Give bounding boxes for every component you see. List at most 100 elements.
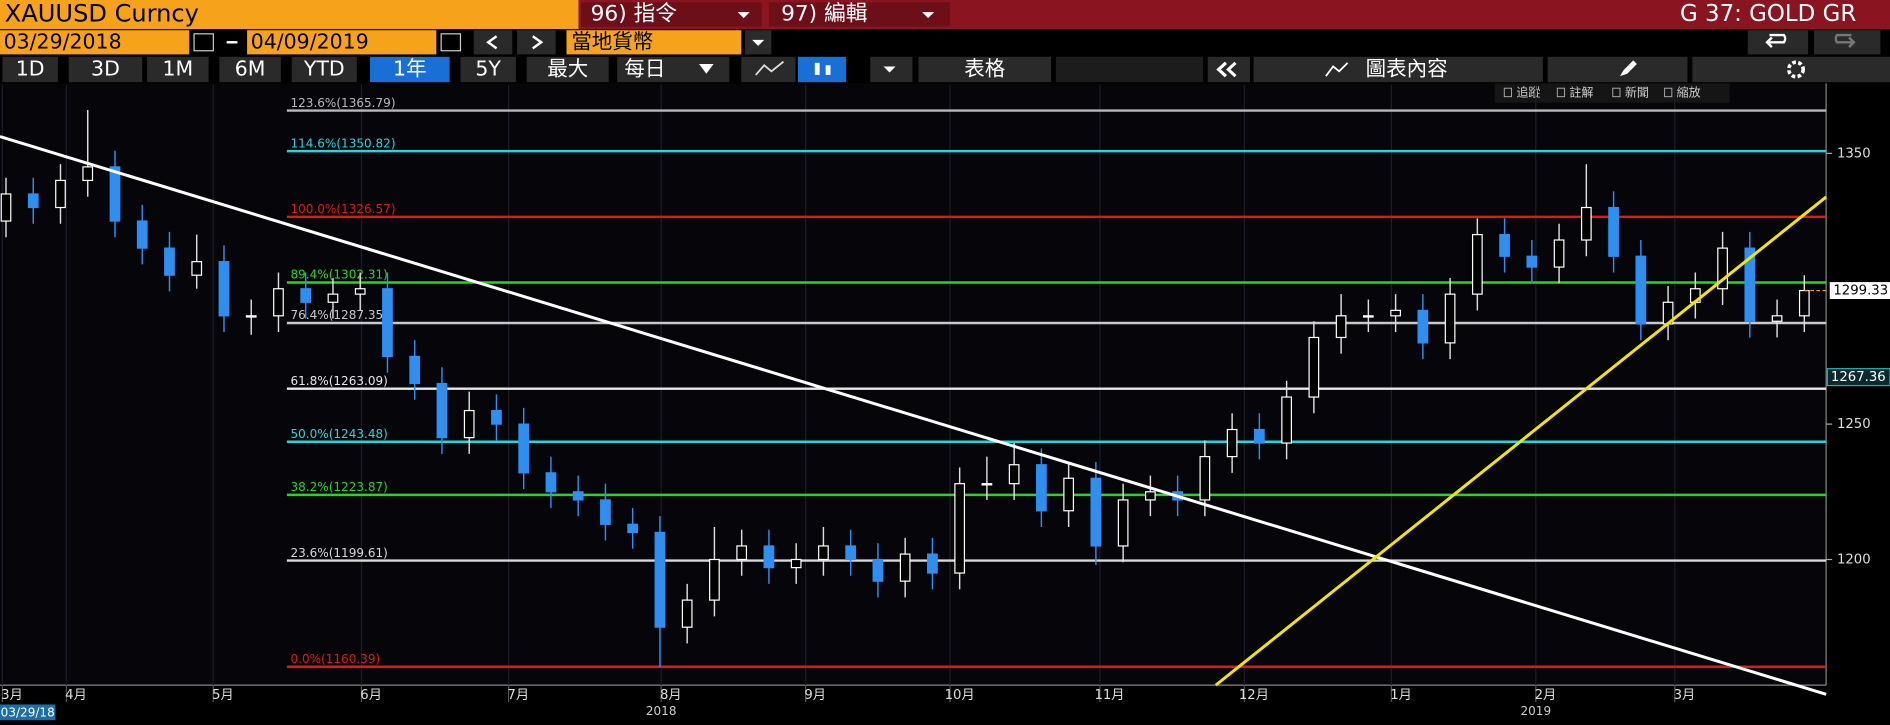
candle-body [736, 545, 748, 561]
tool-icon [1556, 87, 1566, 98]
candle-body [709, 558, 720, 601]
candle-body [1145, 491, 1156, 501]
candle-body [463, 409, 475, 439]
candle-body [382, 288, 393, 358]
collapse-icon [1216, 61, 1237, 78]
candle-body [1063, 477, 1075, 512]
candle-body [600, 499, 611, 525]
candle-body [1036, 464, 1047, 512]
candle-body [55, 179, 66, 209]
period-button[interactable] [291, 56, 357, 83]
candle-body [136, 220, 148, 249]
settings-button[interactable] [1692, 56, 1890, 83]
menu-2: 97) 編輯 [781, 1, 867, 26]
dropdown-icon [883, 66, 896, 73]
fib-label: 50.0%(1243.48) [290, 427, 387, 441]
x-tick-label: 6月 [360, 688, 382, 703]
fib-label: 89.4%(1302.31) [290, 268, 387, 282]
ticker-box[interactable] [0, 0, 579, 29]
candle-chart-button[interactable] [797, 56, 847, 83]
tool-label[interactable]: 註解 [1569, 86, 1593, 100]
x-tick-label: 3月 [1674, 688, 1696, 703]
candle-body [1390, 309, 1401, 317]
period-button[interactable] [370, 56, 450, 83]
candle-body [1471, 233, 1483, 295]
redo-icon [1834, 33, 1856, 48]
candle-body [1798, 289, 1810, 317]
undo-icon [1765, 33, 1787, 48]
candle-body [1226, 428, 1238, 458]
dropdown-icon [737, 12, 750, 19]
x-tick-label: 2月 [1535, 688, 1557, 703]
last-price: 1299.33 [1833, 284, 1888, 299]
calendar-icon[interactable] [193, 33, 214, 52]
next-button[interactable] [517, 30, 556, 55]
period-button[interactable] [460, 56, 516, 83]
menu-button[interactable] [580, 2, 762, 27]
tool-label[interactable]: 新聞 [1625, 85, 1649, 100]
candle-body [1199, 456, 1211, 501]
candle-body [1444, 293, 1456, 344]
x-tick-label: 7月 [507, 688, 529, 703]
candle-body [0, 193, 12, 222]
period-button[interactable] [219, 56, 281, 83]
end-date: 04/09/2019 [251, 29, 369, 53]
candle-body [1499, 233, 1510, 257]
candle-body [1090, 477, 1102, 547]
x-tick-label: 9月 [804, 688, 826, 703]
tool-label[interactable]: 縮放 [1677, 85, 1701, 100]
year-label: 2019 [1521, 704, 1552, 718]
table: 表格 [964, 56, 1005, 80]
period-label: 5Y [475, 56, 501, 80]
candle-body [927, 553, 938, 574]
prev-icon [486, 35, 498, 50]
x-tick-label: 1月 [1390, 688, 1412, 703]
currency-box[interactable] [566, 30, 742, 55]
candle-body [1008, 464, 1020, 485]
candle-body [654, 531, 666, 628]
frequency-button[interactable] [617, 56, 730, 83]
candle-body [872, 558, 884, 582]
menu-button[interactable] [769, 2, 950, 27]
marker-label: 1267.36 [1831, 370, 1886, 385]
candle-body [1335, 315, 1347, 339]
candle-body [1526, 255, 1538, 268]
prev-button[interactable] [473, 30, 513, 55]
period-button[interactable] [526, 56, 609, 83]
dropdown-icon [752, 39, 765, 46]
calendar-icon[interactable] [440, 33, 462, 52]
edit-button[interactable] [1547, 56, 1688, 83]
table-button[interactable] [918, 56, 1052, 83]
candle-body [790, 558, 802, 569]
period-label: 1D [16, 56, 45, 80]
candle-body [1635, 255, 1647, 325]
candle-body [981, 483, 993, 486]
start-date-box[interactable] [0, 30, 190, 55]
candle-body [300, 288, 312, 303]
candle-body [491, 409, 502, 425]
trendline [0, 135, 1827, 696]
candle-body [164, 247, 175, 276]
tool-label[interactable]: 追蹤 [1516, 85, 1540, 100]
candle-body [1362, 315, 1374, 318]
fib-label: 61.8%(1263.09) [290, 374, 387, 388]
fib-label: 76.4%(1287.35) [290, 308, 387, 322]
candle-body [954, 483, 966, 574]
candle-body [572, 491, 584, 501]
candle-body [1281, 396, 1292, 444]
candle-body [82, 166, 94, 182]
end-date-box[interactable] [247, 30, 437, 55]
start-date: 03/29/2018 [4, 29, 122, 53]
x-tick-label: 11月 [1094, 688, 1124, 703]
candle-body [899, 553, 911, 582]
candle-icon [825, 65, 831, 75]
period-button[interactable] [147, 56, 209, 83]
candle-body [1771, 315, 1783, 322]
chart-content-button[interactable] [1253, 56, 1543, 83]
period-button[interactable] [2, 56, 58, 83]
candle-body [409, 355, 421, 385]
candle-body [1580, 206, 1592, 241]
period-button[interactable] [68, 56, 143, 83]
currency: 當地貨幣 [571, 29, 653, 53]
